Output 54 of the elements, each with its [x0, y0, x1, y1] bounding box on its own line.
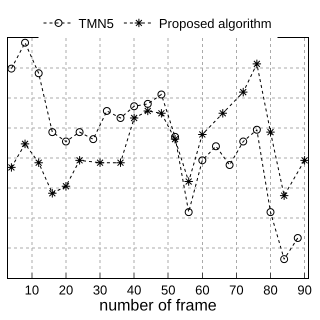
point: [129, 113, 139, 123]
x-tick-label: 40: [126, 282, 142, 298]
point: [239, 138, 248, 146]
point: [34, 69, 43, 78]
point: [266, 127, 276, 137]
x-tick-label: 30: [92, 282, 108, 298]
point: [218, 108, 228, 118]
point: [198, 130, 208, 140]
point: [62, 138, 70, 146]
point: [252, 59, 262, 69]
point: [34, 158, 44, 168]
point: [294, 234, 302, 242]
point: [279, 190, 289, 200]
point: [280, 255, 288, 264]
point: [143, 106, 152, 116]
point: [21, 38, 30, 47]
point: [95, 158, 105, 168]
point: [130, 102, 138, 110]
point: [171, 132, 180, 141]
point: [116, 114, 124, 122]
point: [74, 156, 84, 166]
point: [252, 126, 261, 134]
point: [198, 156, 206, 164]
point: [102, 106, 111, 115]
point: [76, 128, 84, 136]
point: [266, 208, 274, 216]
legend-label: Proposed algorithm: [158, 16, 272, 32]
point: [157, 90, 166, 98]
point: [184, 208, 193, 216]
x-tick-label: 50: [160, 282, 176, 298]
x-tick-label: 80: [263, 282, 278, 298]
point: [48, 128, 56, 136]
x-tick-label: 90: [297, 282, 312, 298]
x-tick-label: 10: [24, 282, 40, 298]
point: [48, 188, 58, 198]
point: [212, 142, 220, 150]
point: [144, 100, 152, 108]
point: [226, 161, 234, 170]
point: [116, 158, 126, 168]
point: [20, 139, 30, 149]
x-tick-label: 70: [229, 282, 244, 298]
x-tick-label: 20: [58, 282, 74, 298]
point: [6, 162, 16, 172]
legend-label: TMN5: [78, 16, 114, 32]
point: [156, 108, 166, 118]
point: [7, 64, 16, 73]
point: [89, 135, 98, 144]
point: [170, 134, 180, 144]
point: [61, 182, 71, 191]
x-tick-label: 60: [195, 282, 210, 298]
point: [300, 156, 310, 166]
point: [238, 87, 248, 97]
point: [184, 176, 194, 186]
x-axis-title: number of frame: [99, 298, 217, 315]
